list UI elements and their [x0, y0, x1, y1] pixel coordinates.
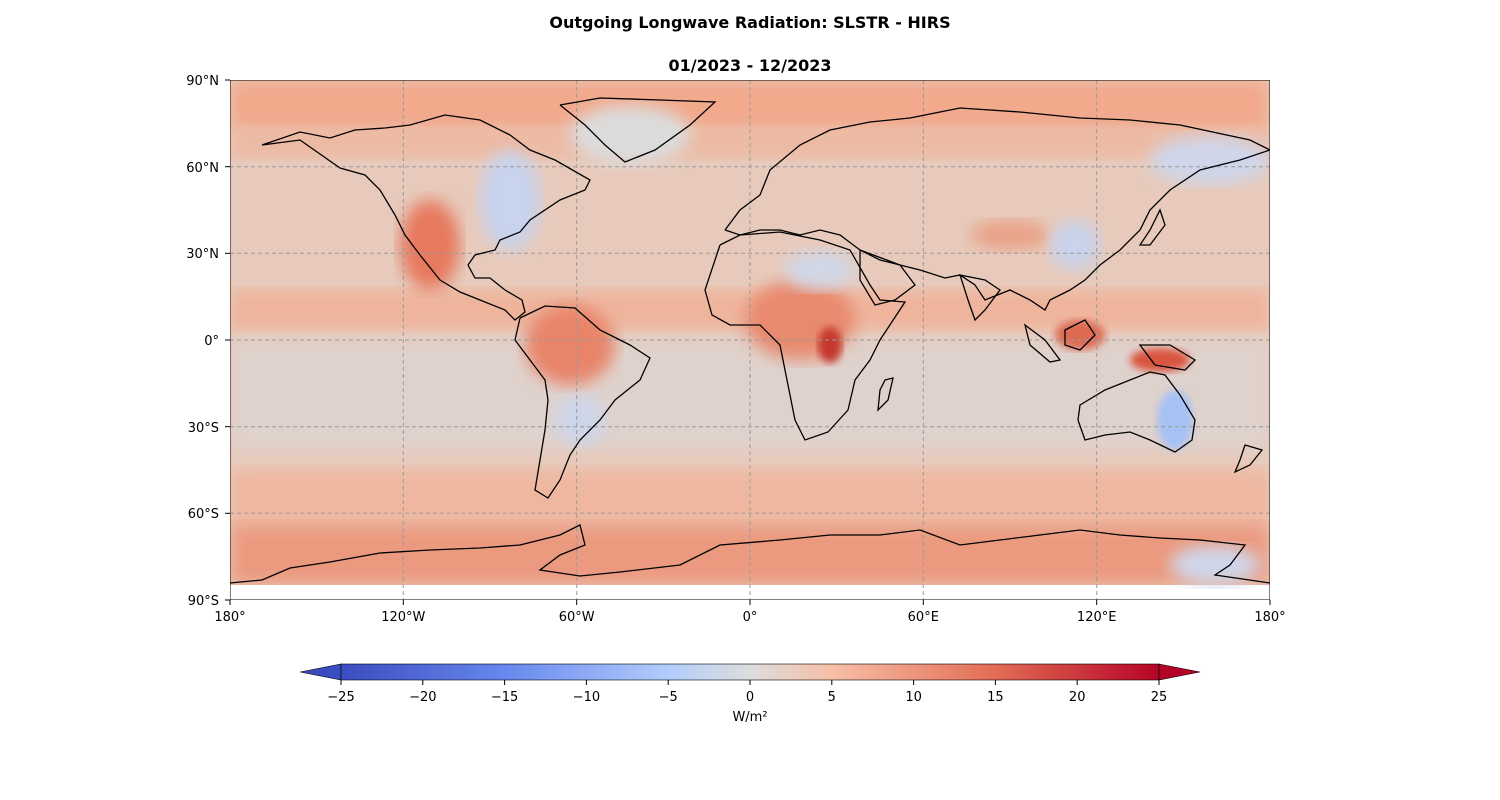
coast-africa [704, 231, 907, 441]
lat-tick-label: 90°N [186, 74, 219, 89]
colorbar-ticks: −25 −20 −15 −10 −5 0 5 10 15 20 25 [327, 680, 1167, 705]
lon-tick-label: 120°E [1077, 610, 1117, 625]
colorbar-tick-label: −5 [659, 690, 678, 705]
lon-axis: 180° 120°W 60°W 0° 60°E 120°E 180° [214, 600, 1286, 625]
coast-antarctica [230, 524, 1270, 584]
coast-new-zealand [1233, 444, 1264, 474]
colorbar-tick-label: 15 [987, 690, 1004, 705]
coast-arabia [859, 249, 916, 306]
colorbar-tick-label: −10 [573, 690, 600, 705]
lat-tick-label: 60°N [186, 161, 219, 176]
coast-south-america [514, 305, 651, 499]
coast-new-guinea [1138, 344, 1197, 371]
colorbar-tick-label: 0 [746, 690, 754, 705]
coast-madagascar [877, 377, 894, 412]
lon-tick-label: 180° [214, 610, 245, 625]
coast-japan [1138, 208, 1166, 246]
coast-australia [1077, 371, 1196, 453]
colorbar-tick-label: −20 [409, 690, 436, 705]
colorbar-tick-label: −15 [491, 690, 518, 705]
lon-tick-label: 120°W [381, 610, 425, 625]
colorbar-tick-label: 20 [1069, 690, 1086, 705]
graticule [230, 80, 1270, 600]
lat-tick-label: 30°S [188, 421, 219, 436]
coast-north-america [261, 114, 591, 321]
colorbar-gradient [340, 663, 1160, 681]
lon-tick-label: 0° [743, 610, 758, 625]
coast-india [959, 274, 1001, 322]
lat-tick-label: 0° [204, 334, 219, 349]
coast-borneo [1064, 319, 1096, 351]
anomaly-field [230, 80, 1270, 600]
lat-axis: 90°N 60°N 30°N 0° 30°S 60°S 90°S [186, 74, 230, 609]
coastlines [230, 97, 1270, 584]
map-subtitle: 01/2023 - 12/2023 [668, 56, 832, 75]
colorbar: −25 −20 −15 −10 −5 0 5 10 15 20 25 W/m² [299, 663, 1201, 725]
lon-tick-label: 60°W [559, 610, 595, 625]
colorbar-tick-label: 25 [1151, 690, 1168, 705]
lon-tick-label: 180° [1254, 610, 1285, 625]
lat-tick-label: 60°S [188, 507, 219, 522]
coast-sumatra [1023, 323, 1062, 363]
map-title: Outgoing Longwave Radiation: SLSTR - HIR… [549, 13, 951, 32]
colorbar-extend-low [299, 663, 342, 681]
colorbar-label: W/m² [732, 710, 767, 725]
lon-tick-label: 60°E [908, 610, 939, 625]
colorbar-tick-label: 5 [828, 690, 836, 705]
lat-tick-label: 90°S [188, 594, 219, 609]
colorbar-tick-label: −25 [327, 690, 354, 705]
lat-tick-label: 30°N [186, 247, 219, 262]
coast-greenland [559, 97, 717, 163]
colorbar-extend-high [1158, 663, 1201, 681]
colorbar-tick-label: 10 [905, 690, 922, 705]
